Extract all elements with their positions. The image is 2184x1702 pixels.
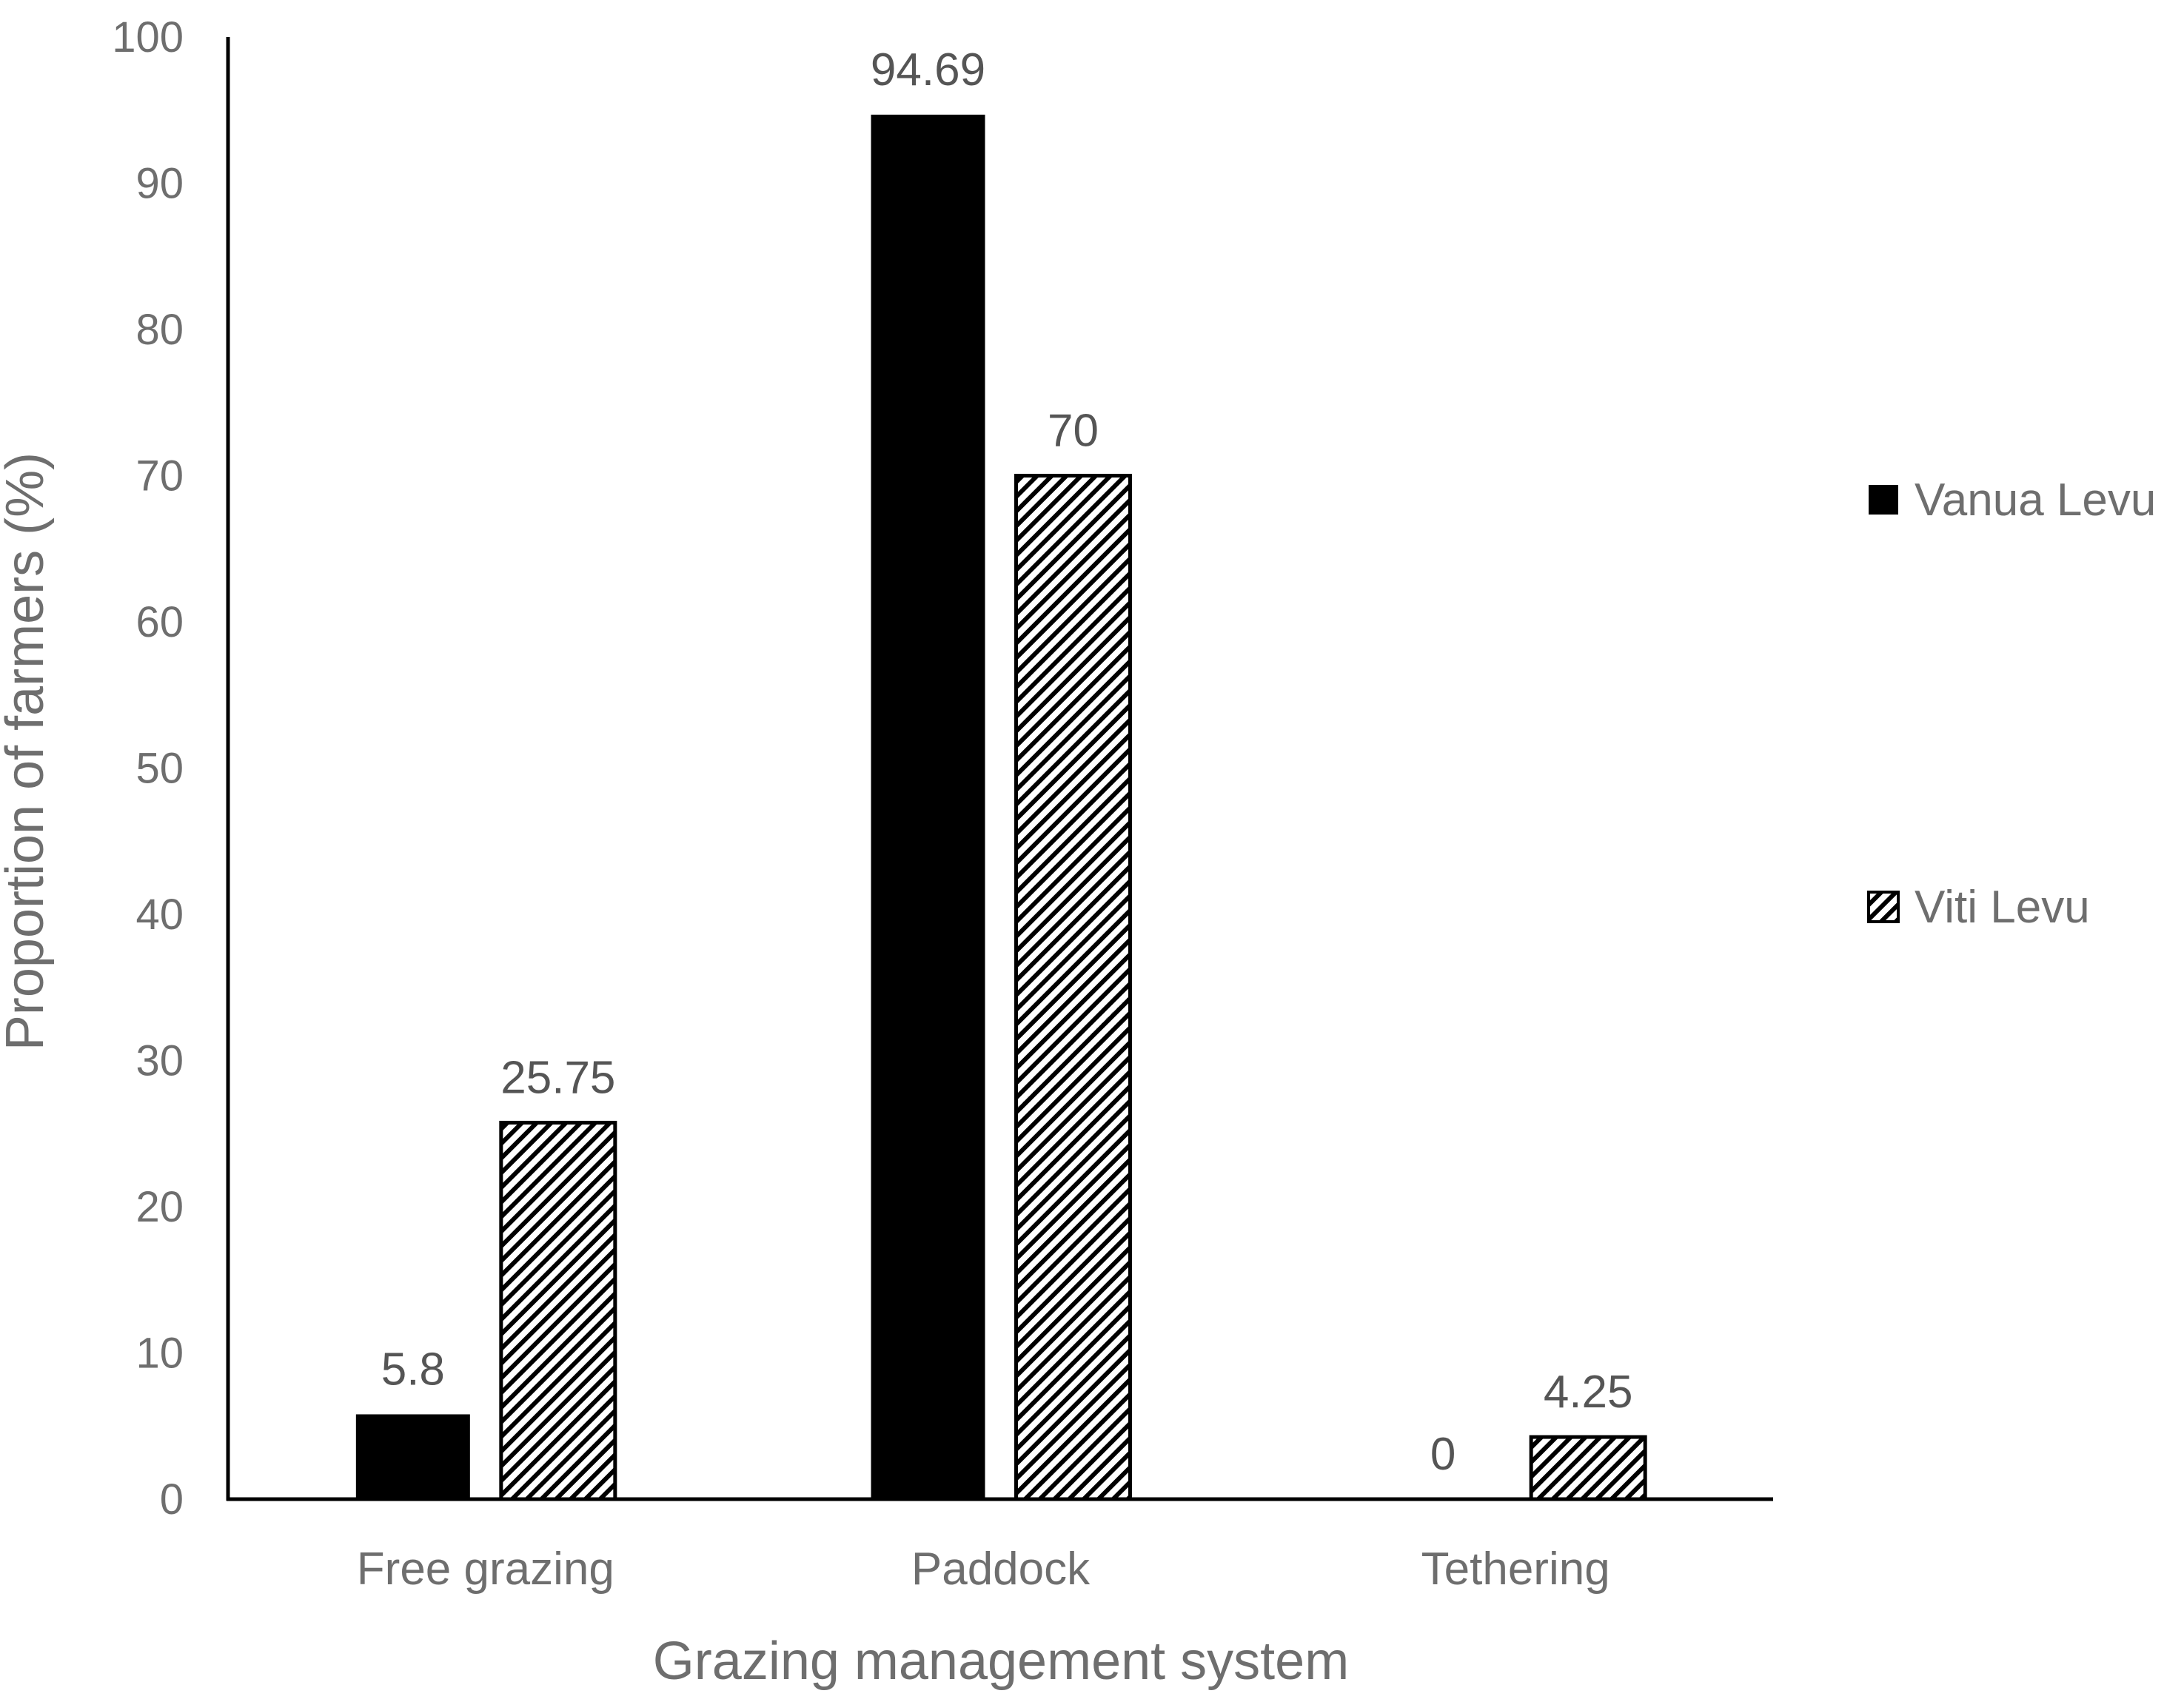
legend-swatch-vanua-levu	[1869, 485, 1898, 515]
y-tick-label: 20	[135, 1183, 184, 1231]
y-tick-label: 100	[112, 13, 184, 61]
bar-viti-levu-paddock	[1014, 474, 1132, 1501]
x-tick-label: Paddock	[911, 1544, 1091, 1595]
data-label: 0	[1430, 1429, 1456, 1480]
legend-swatch-viti-levu	[1867, 891, 1900, 923]
legend-label: Vanua Levu	[1915, 475, 2156, 526]
x-tick-label: Free grazing	[357, 1544, 614, 1595]
bar-viti-levu-free-grazing	[499, 1120, 617, 1501]
data-label: 4.25	[1544, 1367, 1633, 1418]
x-axis-title: Grazing management system	[653, 1632, 1349, 1691]
bar-vanua-levu-free-grazing	[355, 1414, 470, 1499]
y-tick-label: 50	[135, 745, 184, 793]
legend: Vanua Levu Viti Levu	[1867, 475, 2156, 933]
y-tick-label: 70	[135, 452, 184, 500]
bar-viti-levu-tethering	[1529, 1435, 1647, 1501]
data-label: 94.69	[871, 44, 985, 96]
y-tick-label: 0	[160, 1475, 184, 1524]
y-tick-label: 60	[135, 598, 184, 646]
y-tick-label: 40	[135, 891, 184, 939]
data-label: 25.75	[500, 1052, 615, 1103]
y-tick-label: 80	[135, 306, 184, 354]
y-tick-label: 10	[135, 1330, 184, 1378]
legend-label: Viti Levu	[1915, 882, 2090, 933]
bars-layer	[355, 114, 1647, 1501]
data-label: 5.8	[381, 1344, 445, 1395]
data-label: 70	[1048, 406, 1099, 457]
x-tick-label: Tethering	[1421, 1544, 1610, 1595]
y-axis-title: Proportion of farmers (%)	[0, 452, 55, 1051]
axes-layer: Free grazing Paddock Tethering 0 10 20 30 40 50 6…	[112, 13, 1773, 1595]
bar-vanua-levu-paddock	[871, 114, 985, 1499]
data-labels-layer: 5.8 25.75 94.69 70 0 4.25	[381, 44, 1633, 1480]
y-tick-label: 90	[135, 160, 184, 208]
y-tick-label: 30	[135, 1037, 184, 1085]
